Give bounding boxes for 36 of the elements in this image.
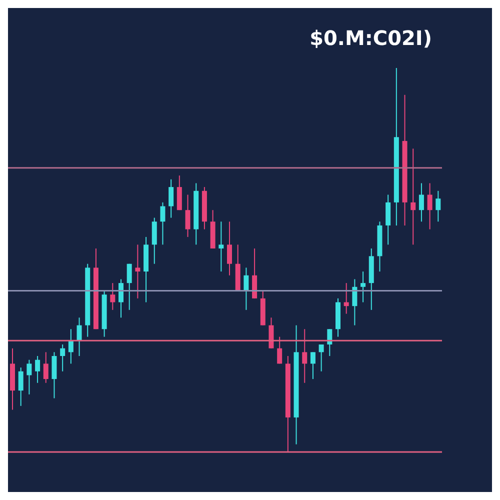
candlestick bbox=[168, 178, 174, 218]
candlestick bbox=[244, 267, 249, 310]
candlestick bbox=[35, 356, 40, 384]
candlestick bbox=[110, 282, 116, 310]
candlestick bbox=[26, 359, 32, 395]
candlestick bbox=[52, 352, 57, 399]
candlestick bbox=[410, 148, 416, 246]
candlestick bbox=[76, 317, 82, 356]
candlestick bbox=[352, 278, 358, 326]
candlestick bbox=[126, 263, 132, 310]
candlestick bbox=[218, 221, 224, 272]
candlestick bbox=[60, 344, 66, 372]
candlestick bbox=[118, 278, 124, 318]
candlestick bbox=[227, 221, 232, 276]
candlestick bbox=[43, 352, 48, 384]
candlestick bbox=[135, 244, 140, 299]
candlestick bbox=[436, 190, 441, 222]
candlestick bbox=[68, 328, 74, 364]
candlestick bbox=[18, 367, 24, 406]
candlestick bbox=[318, 344, 324, 372]
candlestick bbox=[252, 248, 258, 299]
candlestick bbox=[268, 317, 274, 349]
candlestick bbox=[427, 182, 432, 230]
candlestick bbox=[185, 194, 190, 238]
candlestick bbox=[160, 202, 166, 246]
candlestick bbox=[386, 194, 391, 246]
candlestick bbox=[277, 336, 282, 364]
candlestick bbox=[310, 352, 316, 380]
candlestick bbox=[302, 328, 308, 384]
candlestick bbox=[418, 182, 424, 222]
chart-title: $0.M:C02I) bbox=[310, 26, 432, 50]
candlestick bbox=[344, 282, 349, 314]
candlestick bbox=[360, 271, 366, 303]
candlestick bbox=[327, 328, 332, 356]
candlestick bbox=[176, 175, 182, 211]
candlestick bbox=[152, 217, 157, 264]
